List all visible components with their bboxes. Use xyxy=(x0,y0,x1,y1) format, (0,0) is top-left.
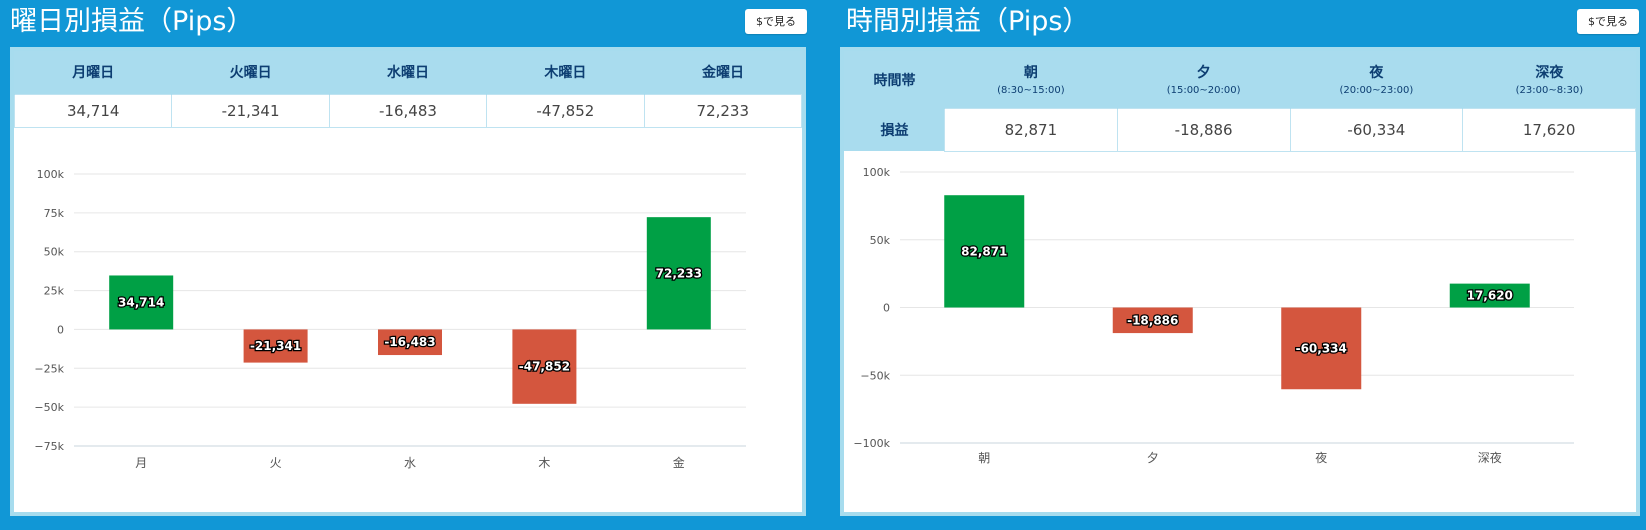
header-late-night: 深夜 (23:00~8:30) xyxy=(1462,51,1636,108)
row-label-pnl: 損益 xyxy=(844,108,945,151)
bar xyxy=(646,217,711,330)
value-fri: 72,233 xyxy=(643,93,803,128)
bar xyxy=(1281,307,1362,390)
header-morning-name: 朝 xyxy=(1023,65,1038,82)
weekday-card: 月曜日 火曜日 水曜日 木曜日 金曜日 34,714 -21,341 -16,4… xyxy=(10,47,806,516)
header-evening-name: 夕 xyxy=(1196,65,1211,82)
header-morning: 朝 (8:30~15:00) xyxy=(944,51,1118,108)
bar xyxy=(109,275,174,330)
weekday-panel: 曜日別損益（Pips） $で見る 月曜日 火曜日 水曜日 木曜日 金曜日 34,… xyxy=(0,0,807,530)
header-wed: 水曜日 xyxy=(328,51,487,94)
data-label: 72,233 xyxy=(656,266,702,280)
value-tue: -21,341 xyxy=(171,93,330,128)
y-tick-label: −25k xyxy=(34,362,64,375)
bar xyxy=(378,329,442,356)
y-tick-label: 100k xyxy=(863,166,891,179)
bar xyxy=(1449,283,1530,308)
header-night: 夜 (20:00~23:00) xyxy=(1289,51,1463,108)
data-label: -47,852 xyxy=(519,360,570,374)
timeslot-bar-chart: 100k 50k 0 −50k −100k 82,871 朝 -18,886 夕 -60,334 夜… xyxy=(853,166,1574,465)
timeslot-stats-table: 時間帯 朝 (8:30~15:00) 夕 (15:00~20:00) 夜 (20:00… xyxy=(844,51,1636,152)
value-mon: 34,714 xyxy=(13,93,173,128)
x-tick-label: 火 xyxy=(270,456,282,470)
data-label: -60,334 xyxy=(1296,341,1347,355)
data-label: -21,341 xyxy=(250,339,301,353)
weekday-bar-chart: 100k 75k 50k 25k 0 −25k −50k −75k 34,714 月 -21,341… xyxy=(34,168,746,470)
header-tue: 火曜日 xyxy=(171,51,330,94)
header-morning-range: (8:30~15:00) xyxy=(997,85,1065,97)
data-label: 34,714 xyxy=(118,295,164,309)
data-label: 17,620 xyxy=(1467,289,1513,303)
bar xyxy=(1112,307,1193,334)
value-wed: -16,483 xyxy=(328,93,488,128)
y-tick-label: −50k xyxy=(860,369,890,382)
y-tick-label: 100k xyxy=(37,168,65,181)
x-tick-label: 朝 xyxy=(978,451,990,465)
y-tick-label: 50k xyxy=(870,234,891,247)
x-tick-label: 金 xyxy=(673,455,685,470)
x-tick-label: 水 xyxy=(404,456,416,470)
value-late-night: 17,620 xyxy=(1462,107,1636,152)
timeslot-panel: 時間別損益（Pips） $で見る 時間帯 朝 (8:30~15:00) 夕 (15:… xyxy=(836,0,1646,530)
value-evening: -18,886 xyxy=(1116,107,1291,152)
y-tick-label: −50k xyxy=(34,401,64,414)
header-night-range: (20:00~23:00) xyxy=(1339,85,1414,97)
data-label: 82,871 xyxy=(961,244,1007,258)
x-tick-label: 深夜 xyxy=(1478,450,1502,465)
header-late-night-range: (23:00~8:30) xyxy=(1515,85,1584,97)
timeslot-usd-button[interactable]: $で見る xyxy=(1577,9,1639,34)
x-tick-label: 夕 xyxy=(1147,451,1159,465)
x-tick-label: 木 xyxy=(538,456,550,470)
value-night: -60,334 xyxy=(1289,107,1464,152)
y-tick-label: 75k xyxy=(44,207,65,220)
y-tick-label: 50k xyxy=(44,246,65,259)
header-night-name: 夜 xyxy=(1369,65,1384,82)
timeslot-panel-title: 時間別損益（Pips） xyxy=(846,6,1090,37)
header-evening: 夕 (15:00~20:00) xyxy=(1116,51,1290,108)
header-timeslot-label: 時間帯 xyxy=(844,51,945,108)
weekday-usd-button[interactable]: $で見る xyxy=(745,9,807,34)
header-thu: 木曜日 xyxy=(486,51,645,94)
weekday-panel-title: 曜日別損益（Pips） xyxy=(10,6,254,37)
y-tick-label: −100k xyxy=(853,437,890,450)
value-thu: -47,852 xyxy=(486,93,645,128)
bar xyxy=(944,195,1025,308)
header-fri: 金曜日 xyxy=(643,51,802,94)
header-mon: 月曜日 xyxy=(13,51,172,94)
header-evening-range: (15:00~20:00) xyxy=(1166,85,1241,97)
header-late-night-name: 深夜 xyxy=(1535,65,1564,82)
x-tick-label: 月 xyxy=(135,456,147,470)
data-label: -18,886 xyxy=(1127,313,1178,327)
y-tick-label: 0 xyxy=(883,302,890,315)
data-label: -16,483 xyxy=(384,335,435,349)
x-tick-label: 夜 xyxy=(1315,450,1327,465)
y-tick-label: −75k xyxy=(34,440,64,453)
value-morning: 82,871 xyxy=(944,107,1118,152)
y-tick-label: 25k xyxy=(44,285,65,298)
y-tick-label: 0 xyxy=(57,323,64,336)
timeslot-card: 時間帯 朝 (8:30~15:00) 夕 (15:00~20:00) 夜 (20:00… xyxy=(840,47,1640,516)
bar xyxy=(243,329,308,363)
weekday-stats-table: 月曜日 火曜日 水曜日 木曜日 金曜日 34,714 -21,341 -16,4… xyxy=(13,51,803,128)
bar xyxy=(512,329,577,404)
